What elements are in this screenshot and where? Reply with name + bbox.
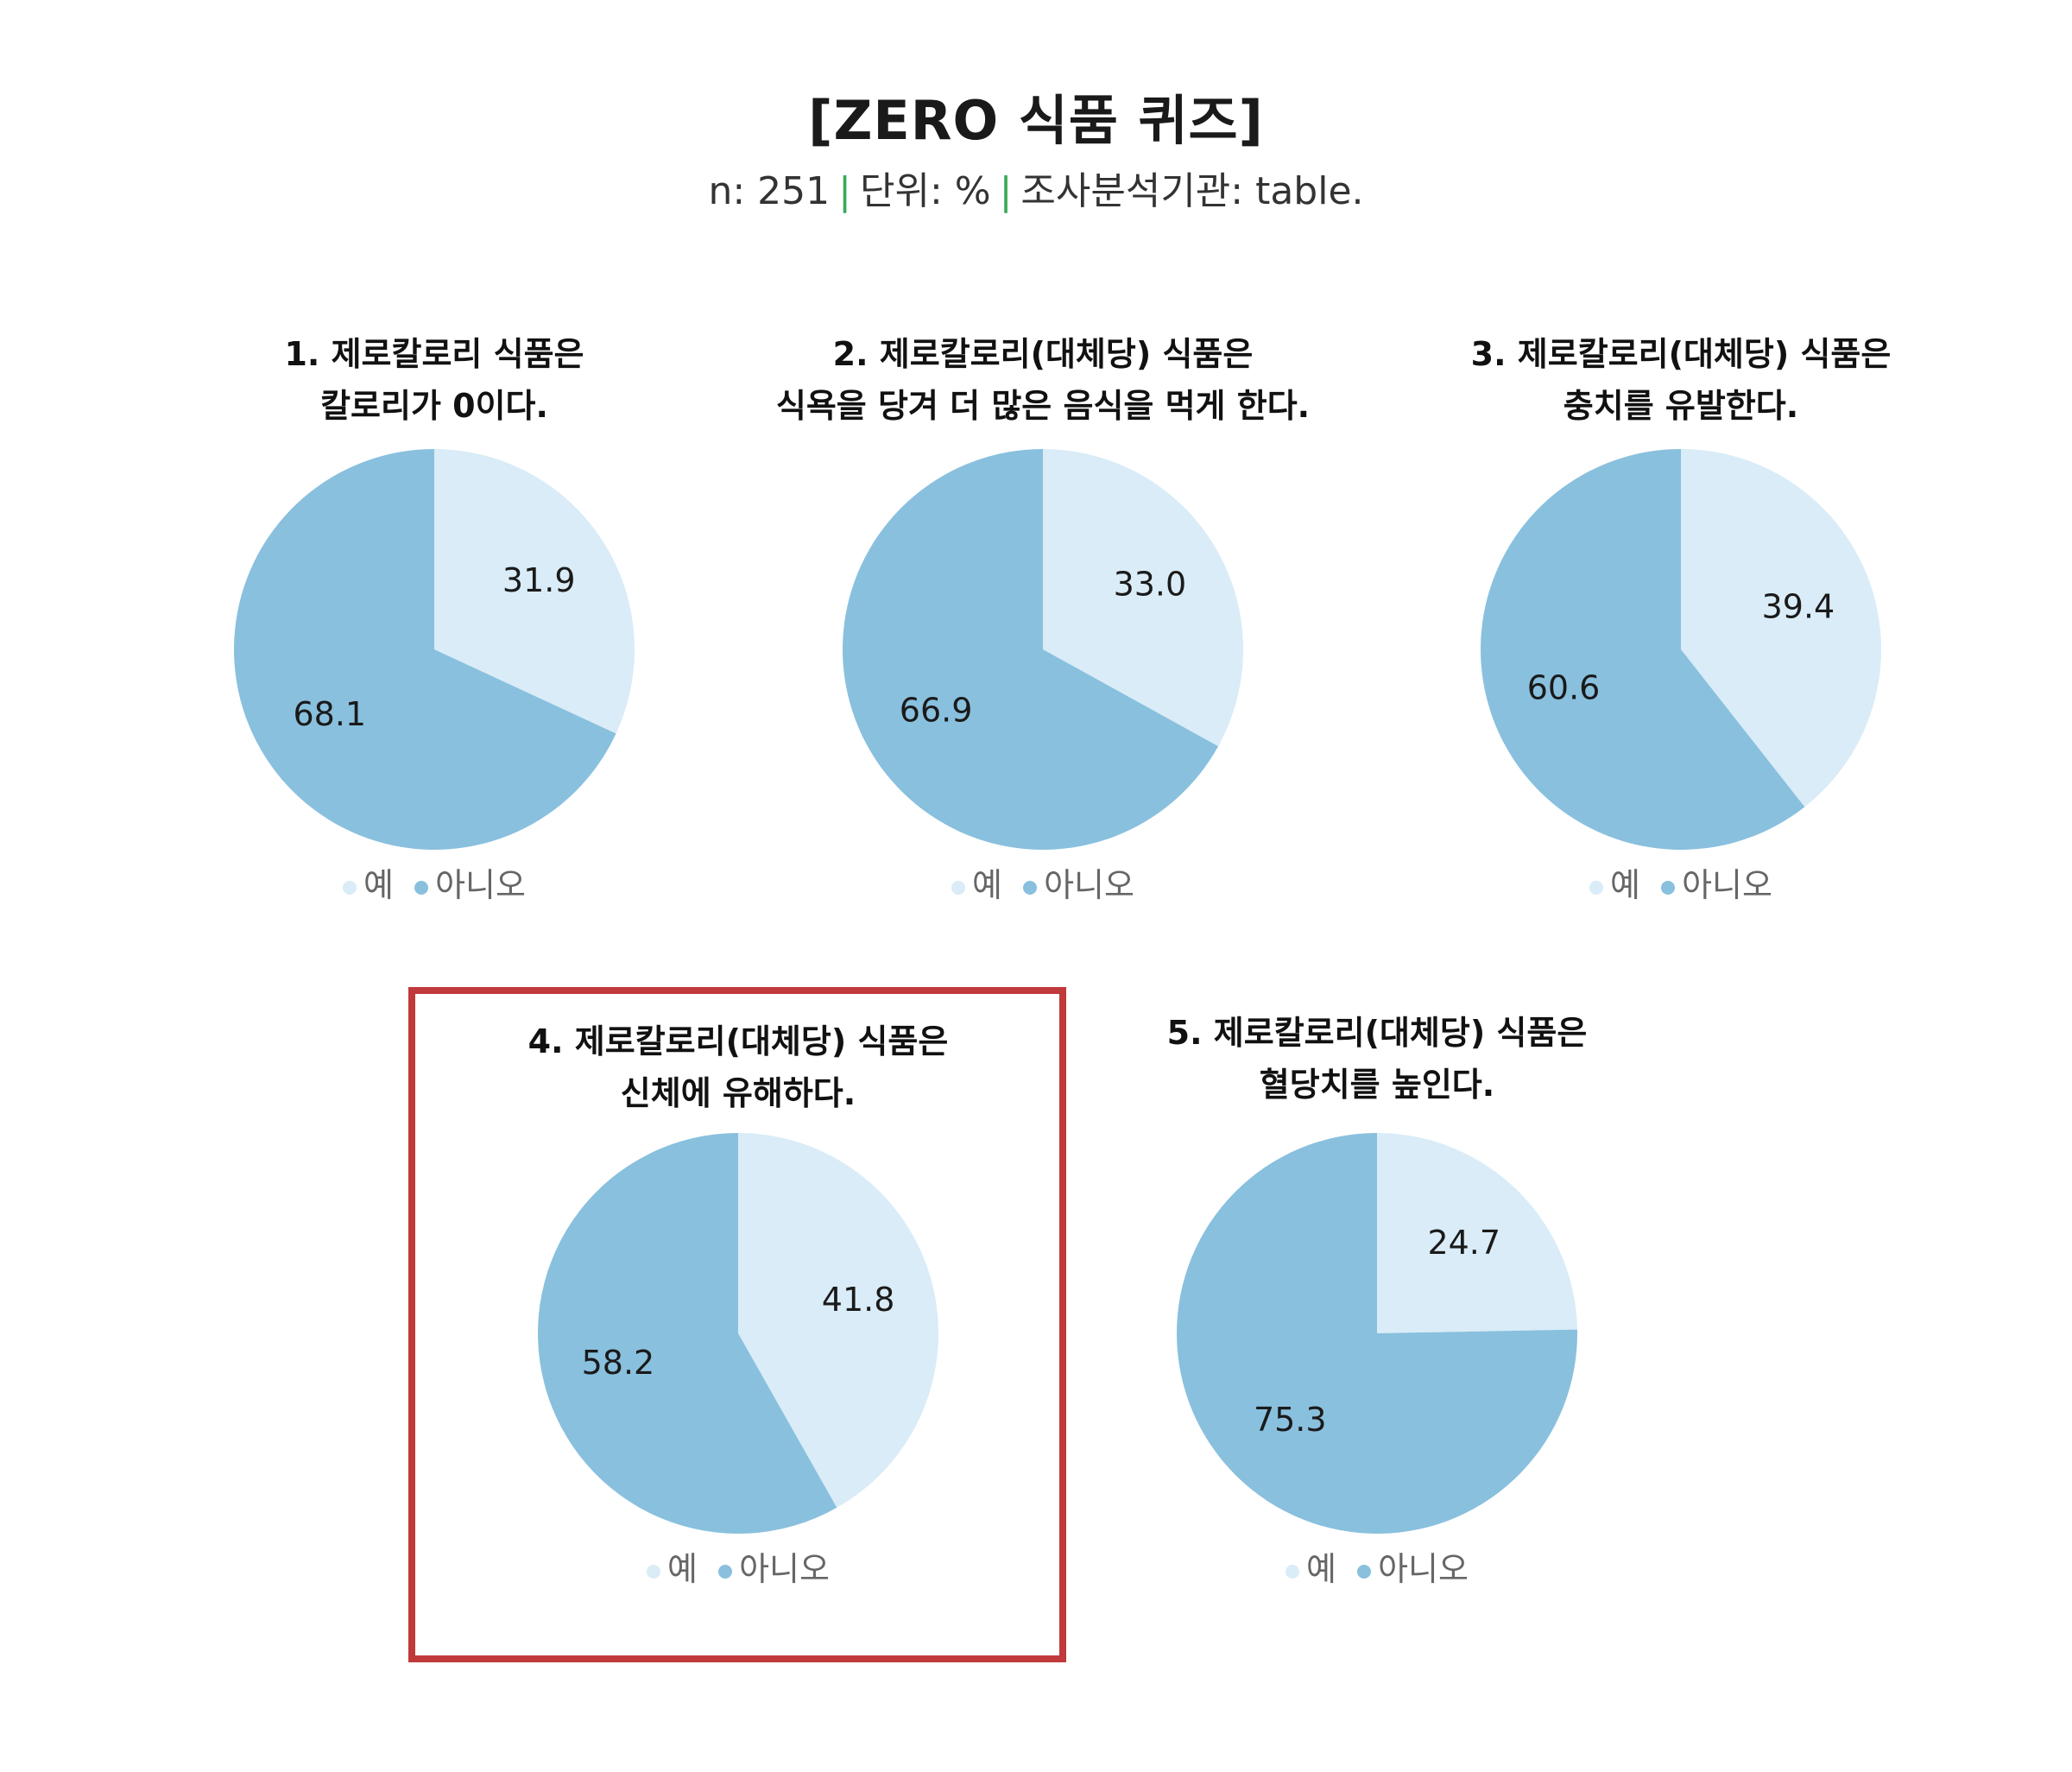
legend-item-yes: 예: [343, 864, 394, 907]
data-label: 58.2: [582, 1344, 655, 1382]
pie-slice-yes: [434, 449, 635, 734]
question-title-line: 혈당치를 높인다.: [1259, 1066, 1495, 1104]
question-title: 3. 제로칼로리(대체당) 식품은 충치를 유발한다.: [1344, 328, 2018, 432]
pie-chart: 31.9 68.1: [234, 449, 635, 850]
pie-slice-no: [843, 449, 1219, 850]
separator: |: [838, 169, 851, 213]
pie-slice-no: [1481, 449, 1805, 850]
question-title: 1. 제로칼로리 식품은 칼로리가 0이다.: [98, 328, 771, 432]
pie-panel-5: 5. 제로칼로리(대체당) 식품은 혈당치를 높인다. 24.7 75.3 예 아…: [1040, 1007, 1714, 1591]
data-label: 39.4: [1762, 587, 1835, 625]
legend-item-no: 아니오: [1357, 1547, 1469, 1591]
pie-slice-no: [538, 1133, 837, 1534]
legend-item-no: 아니오: [1023, 864, 1134, 907]
data-label: 24.7: [1427, 1224, 1500, 1262]
pie-panel-2: 2. 제로칼로리(대체당) 식품은 식욕을 당겨 더 많은 음식을 먹게 한다.…: [706, 328, 1380, 907]
legend: 예 아니오: [1344, 864, 2018, 907]
question-title-line: 신체에 유해하다.: [620, 1074, 856, 1112]
pie-panel-3: 3. 제로칼로리(대체당) 식품은 충치를 유발한다. 39.4 60.6 예 아…: [1344, 328, 2018, 907]
legend-dot-no: [718, 1564, 733, 1579]
pie-slice-yes: [1377, 1133, 1577, 1333]
question-title-line: 충치를 유발한다.: [1563, 387, 1799, 425]
separator: |: [999, 169, 1013, 213]
chart-header: [ZERO 식품 퀴즈] n: 251 | 단위: % | 조사분석기관: table.: [0, 86, 2072, 218]
pie-panel-1: 1. 제로칼로리 식품은 칼로리가 0이다. 31.9 68.1 예 아니오: [98, 328, 771, 907]
legend-label-no: 아니오: [739, 1550, 830, 1588]
legend-label-yes: 예: [972, 866, 1002, 904]
question-title-line: 칼로리가 0이다.: [320, 387, 548, 425]
legend-item-no: 아니오: [414, 864, 526, 907]
question-title-line: 1. 제로칼로리 식품은: [284, 335, 584, 373]
legend-label-no: 아니오: [1378, 1550, 1469, 1588]
pie-slice-yes: [1681, 449, 1881, 807]
pie-slice-yes: [1043, 449, 1243, 747]
pie-slice-yes: [738, 1133, 938, 1508]
source-label: 조사분석기관: table.: [1020, 169, 1364, 213]
pie-panel-4: 4. 제로칼로리(대체당) 식품은 신체에 유해하다. 41.8 58.2 예 아…: [401, 1016, 1075, 1591]
subtitle: n: 251 | 단위: % | 조사분석기관: table.: [0, 166, 2072, 218]
legend-label-yes: 예: [1306, 1550, 1336, 1588]
legend-label-yes: 예: [667, 1550, 698, 1588]
pie-chart: 33.0 66.9: [843, 449, 1243, 850]
legend-item-yes: 예: [647, 1547, 698, 1591]
legend-item-yes: 예: [1589, 864, 1640, 907]
question-title-line: 식욕을 당겨 더 많은 음식을 먹게 한다.: [775, 387, 1311, 425]
legend-label-yes: 예: [1610, 866, 1640, 904]
main-title: [ZERO 식품 퀴즈]: [808, 89, 1264, 152]
legend-dot-yes: [343, 880, 357, 895]
data-label: 60.6: [1527, 669, 1601, 707]
legend-item-yes: 예: [951, 864, 1002, 907]
question-title: 2. 제로칼로리(대체당) 식품은 식욕을 당겨 더 많은 음식을 먹게 한다.: [706, 328, 1380, 432]
question-title-line: 3. 제로칼로리(대체당) 식품은: [1470, 335, 1892, 373]
pie-chart: 41.8 58.2: [538, 1133, 938, 1534]
legend-label-no: 아니오: [435, 866, 526, 904]
question-title-line: 4. 제로칼로리(대체당) 식품은: [527, 1022, 949, 1060]
legend-item-no: 아니오: [1661, 864, 1772, 907]
legend-dot-yes: [951, 880, 966, 895]
legend-dot-no: [1357, 1564, 1372, 1579]
question-title: 5. 제로칼로리(대체당) 식품은 혈당치를 높인다.: [1040, 1007, 1714, 1111]
pie-chart: 39.4 60.6: [1481, 449, 1881, 850]
legend-dot-yes: [1589, 880, 1604, 895]
pie-slice-no: [234, 449, 616, 850]
legend: 예 아니오: [98, 864, 771, 907]
legend-label-no: 아니오: [1044, 866, 1134, 904]
data-label: 66.9: [900, 692, 973, 730]
pie-chart: 24.7 75.3: [1177, 1133, 1577, 1534]
legend-dot-yes: [1286, 1564, 1300, 1579]
question-title-line: 2. 제로칼로리(대체당) 식품은: [832, 335, 1254, 373]
question-title: 4. 제로칼로리(대체당) 식품은 신체에 유해하다.: [401, 1016, 1075, 1119]
data-label: 75.3: [1254, 1401, 1327, 1439]
question-title-line: 5. 제로칼로리(대체당) 식품은: [1166, 1014, 1588, 1052]
highlight-box: [408, 987, 1066, 1662]
legend-label-yes: 예: [363, 866, 394, 904]
legend: 예 아니오: [706, 864, 1380, 907]
legend: 예 아니오: [1040, 1547, 1714, 1591]
legend-item-yes: 예: [1286, 1547, 1336, 1591]
legend-item-no: 아니오: [718, 1547, 830, 1591]
data-label: 68.1: [293, 695, 366, 733]
legend-dot-no: [1661, 880, 1676, 895]
unit-label: 단위: %: [859, 169, 991, 213]
legend-dot-no: [414, 880, 429, 895]
pie-slice-no: [1177, 1133, 1577, 1534]
legend: 예 아니오: [401, 1547, 1075, 1591]
sample-size: n: 251: [708, 169, 831, 213]
legend-dot-yes: [647, 1564, 661, 1579]
data-label: 41.8: [822, 1281, 895, 1319]
legend-label-no: 아니오: [1682, 866, 1772, 904]
data-label: 31.9: [502, 561, 576, 599]
legend-dot-no: [1023, 880, 1038, 895]
data-label: 33.0: [1114, 565, 1187, 603]
